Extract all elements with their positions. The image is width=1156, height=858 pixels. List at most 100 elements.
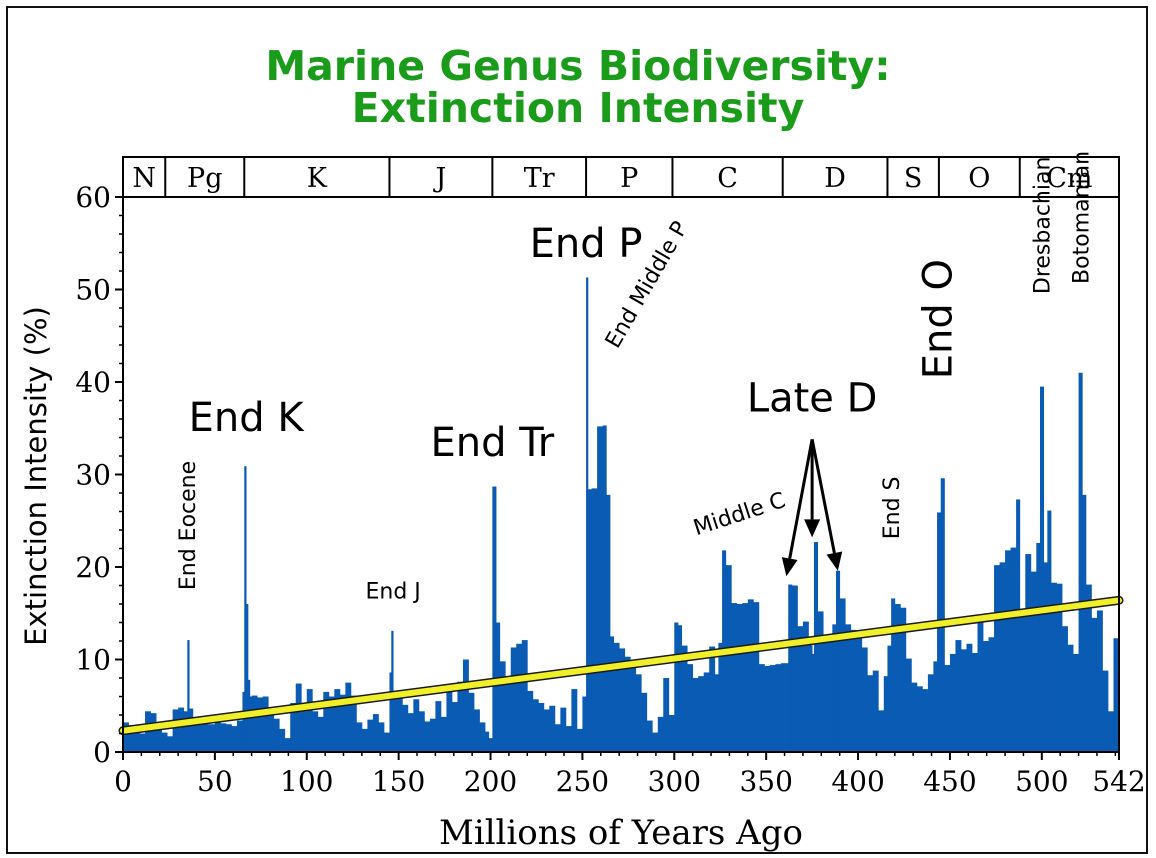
bar	[663, 678, 670, 752]
bar	[994, 565, 1000, 752]
bar	[674, 622, 679, 752]
x-tick-label: 250	[556, 765, 609, 798]
bar	[966, 643, 973, 752]
bar	[817, 611, 824, 752]
bar	[187, 640, 190, 752]
bar	[609, 636, 615, 752]
bar	[290, 702, 297, 752]
bar	[709, 646, 716, 752]
bar	[178, 707, 185, 752]
bar	[1067, 644, 1074, 752]
period-label: J	[432, 163, 446, 194]
bar	[532, 699, 539, 752]
annotation-label: Botomanian	[1069, 151, 1094, 284]
bar	[172, 709, 179, 752]
annotation-label: End Eocene	[176, 461, 201, 590]
bar	[1005, 550, 1011, 752]
bar	[378, 722, 385, 752]
bar	[753, 602, 760, 752]
bar	[922, 689, 929, 752]
bar	[1078, 372, 1083, 752]
bar	[284, 738, 291, 752]
bar	[257, 697, 264, 752]
bar	[797, 626, 804, 752]
arrow-head	[804, 519, 821, 538]
period-label: D	[824, 163, 846, 194]
bar	[231, 726, 238, 752]
bar	[983, 641, 989, 752]
bar	[402, 704, 409, 752]
axes-layer: 0 10 20 30 40 50 60 0 50 100 150 200 250 300 350 400 450…	[75, 181, 1145, 798]
bar	[731, 603, 738, 752]
bar	[485, 731, 490, 752]
y-tick-label: 20	[75, 551, 111, 584]
bar	[134, 729, 140, 752]
bar	[591, 488, 598, 752]
bar	[714, 674, 719, 752]
bar	[496, 622, 501, 752]
bar	[668, 715, 675, 752]
bar	[587, 489, 592, 752]
bar	[317, 716, 324, 752]
bar	[214, 722, 221, 752]
bar	[742, 603, 749, 752]
period-label: K	[307, 163, 328, 194]
bar	[389, 672, 392, 752]
period-label: Tr	[524, 163, 555, 194]
bar	[499, 661, 506, 752]
bar	[780, 663, 785, 752]
y-tick-label: 50	[75, 274, 111, 307]
bar	[747, 599, 754, 752]
bar	[1010, 547, 1017, 752]
bar	[861, 647, 868, 752]
bar	[196, 721, 203, 752]
bar	[597, 426, 604, 752]
bar	[905, 658, 912, 752]
x-tick-label: 0	[114, 765, 132, 798]
bar	[273, 718, 280, 752]
bar	[613, 642, 620, 752]
bar	[510, 647, 517, 752]
bar	[192, 719, 197, 752]
bar	[606, 494, 611, 752]
x-axis-label: Millions of Years Ago	[439, 813, 803, 853]
bar	[823, 637, 830, 752]
bar	[808, 640, 813, 752]
bar	[554, 724, 561, 752]
bar	[189, 708, 194, 752]
bar	[856, 633, 863, 752]
bar	[692, 678, 699, 752]
bar	[560, 707, 567, 752]
period-label: N	[132, 163, 156, 194]
bar	[429, 718, 436, 752]
period-label: Cm	[1046, 163, 1092, 194]
bar	[468, 692, 475, 752]
bar	[812, 653, 815, 752]
bar	[505, 678, 512, 752]
bar	[249, 696, 253, 752]
bar	[396, 698, 403, 752]
bar	[323, 691, 330, 752]
bar	[339, 694, 346, 752]
trend-layer	[118, 595, 1124, 736]
bar	[301, 711, 308, 752]
annotation-label: End O	[915, 259, 961, 379]
bar	[1073, 653, 1079, 752]
bar	[788, 584, 793, 752]
x-tick-label: 542	[1092, 765, 1145, 798]
bar	[933, 661, 938, 752]
bar	[413, 699, 420, 752]
bar	[576, 728, 583, 752]
bar	[279, 728, 286, 752]
bar	[630, 667, 637, 752]
bar	[624, 656, 631, 752]
bar	[334, 689, 341, 752]
bar	[646, 720, 653, 752]
bar	[361, 728, 368, 752]
bar	[758, 664, 765, 752]
chart-subtitle: Extinction Intensity	[351, 84, 805, 132]
bar	[451, 702, 458, 752]
trend-line	[120, 597, 1122, 734]
bar	[1056, 583, 1063, 752]
bar	[949, 653, 956, 752]
